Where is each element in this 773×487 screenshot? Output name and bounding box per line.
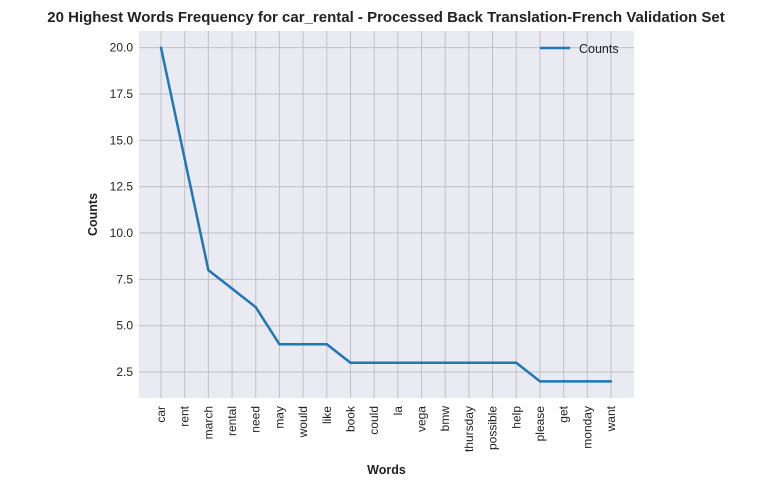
data-point [301, 343, 305, 346]
data-point [609, 380, 613, 383]
x-tick-label: please [533, 406, 547, 442]
y-tick-label: 12.5 [110, 180, 134, 194]
data-point [562, 380, 565, 383]
x-tick-label: book [343, 405, 357, 432]
series-line-counts [159, 47, 611, 383]
data-point [491, 361, 494, 364]
y-tick-label: 17.5 [110, 87, 134, 101]
x-tick-label: bmw [438, 406, 452, 432]
data-point [538, 380, 542, 383]
plot-area [139, 31, 634, 398]
data-point [515, 361, 518, 364]
y-tick-label: 20.0 [110, 41, 134, 55]
x-tick-label: monday [580, 406, 594, 449]
legend: Counts [540, 42, 619, 56]
x-tick-label: help [509, 406, 523, 429]
y-axis-label: Counts [86, 193, 100, 236]
x-tick-label: could [367, 406, 381, 435]
data-point [159, 46, 163, 49]
legend-label-counts: Counts [579, 42, 619, 56]
data-point [349, 361, 352, 364]
x-tick-label: like [320, 406, 334, 424]
series-layer [159, 46, 613, 383]
x-tick-label: possible [486, 406, 500, 450]
data-point [586, 380, 589, 383]
x-tick-label: would [296, 406, 310, 438]
x-tick-label: la [391, 406, 405, 416]
y-tick-label: 10.0 [110, 226, 134, 240]
x-tick-label: car [154, 406, 168, 423]
y-tick-label: 2.5 [116, 365, 133, 379]
x-axis-ticks: car rent march rental need may would like book co… [154, 405, 618, 452]
x-tick-label: get [557, 405, 571, 422]
x-axis-label: Words [367, 463, 406, 477]
x-tick-label: may [272, 406, 286, 429]
data-point [467, 361, 471, 364]
data-point [444, 361, 447, 364]
data-point [278, 343, 281, 346]
data-point [230, 287, 234, 290]
data-point [254, 305, 257, 309]
data-point [325, 343, 328, 346]
x-tick-label: vega [415, 406, 429, 432]
y-axis-ticks: 2.5 5.0 7.5 10.0 12.5 15.0 17.5 20.0 [110, 41, 134, 379]
y-tick-label: 15.0 [110, 133, 134, 147]
x-tick-label: need [249, 406, 263, 433]
data-point [396, 361, 400, 364]
grid-lines [139, 31, 634, 398]
data-point [372, 361, 376, 364]
y-tick-label: 7.5 [116, 272, 133, 286]
x-tick-label: rental [225, 406, 239, 436]
data-point [420, 361, 423, 364]
x-tick-label: thursday [462, 406, 476, 452]
x-tick-label: march [201, 406, 215, 439]
y-tick-label: 5.0 [116, 319, 133, 333]
x-tick-label: rent [178, 405, 192, 426]
data-point [183, 157, 186, 161]
chart-title: 20 Highest Words Frequency for car_renta… [47, 9, 724, 26]
data-point [207, 268, 210, 272]
x-tick-label: want [604, 405, 618, 432]
